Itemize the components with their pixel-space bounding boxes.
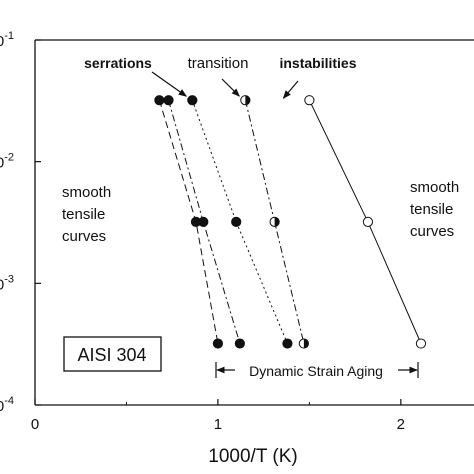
axis-ticks: 0 1 2 10-1 10-2 10-3 10-4 — [0, 30, 405, 433]
data-point-filled — [198, 216, 209, 227]
material-label: AISI 304 — [77, 345, 146, 365]
series-line-1 — [158, 100, 219, 344]
data-point-open — [415, 338, 427, 349]
data-point-filled — [282, 338, 293, 349]
annotation-smooth-left-2: tensile — [62, 206, 105, 223]
y-tick-label: 10-4 — [0, 395, 14, 415]
data-point-filled — [154, 95, 165, 106]
x-tick-label: 0 — [31, 416, 39, 433]
data-point-half — [269, 216, 280, 227]
data-point-filled — [187, 95, 198, 106]
data-point-filled — [212, 338, 224, 349]
transition-arrow — [221, 78, 240, 97]
data-point-open — [362, 216, 374, 227]
data-points — [154, 95, 427, 349]
annotations — [151, 71, 419, 378]
material-label-box — [63, 336, 162, 372]
annotation-smooth-left-1: smooth — [62, 184, 111, 201]
x-axis-label: 1000/T (K) — [208, 446, 297, 467]
annotation-dsa: Dynamic Strain Aging — [249, 363, 383, 379]
data-point-filled — [163, 95, 174, 106]
data-point-half-fill — [274, 217, 280, 227]
data-point-half — [240, 95, 251, 106]
annotation-serrations: serrations — [84, 55, 152, 71]
data-point-half-fill — [303, 338, 309, 349]
serrations-arrow — [151, 71, 187, 97]
y-tick-label: 10-1 — [0, 30, 14, 50]
y-tick-label: 10-2 — [0, 152, 14, 172]
data-point-filled — [234, 338, 245, 349]
x-tick-label: 2 — [397, 416, 405, 433]
annotation-smooth-right-1: smooth — [410, 179, 459, 196]
data-point-filled — [231, 216, 242, 227]
annotation-smooth-right-3: curves — [410, 223, 454, 240]
annotation-instabilities: instabilities — [279, 55, 356, 71]
annotation-smooth-right-2: tensile — [410, 201, 453, 218]
annotation-transition: transition — [188, 55, 249, 72]
instabilities-arrow — [282, 80, 299, 99]
y-tick-label: 10-3 — [0, 273, 14, 293]
data-point-half-fill — [245, 95, 250, 105]
data-point-open — [304, 95, 315, 106]
data-point-half — [298, 338, 309, 349]
x-tick-label: 1 — [214, 416, 222, 433]
annotation-smooth-left-3: curves — [62, 228, 106, 245]
